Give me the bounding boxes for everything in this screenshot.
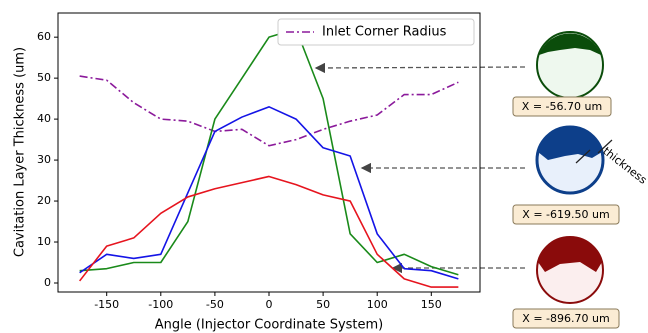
- x-tick-label: 100: [367, 298, 388, 311]
- position-label: X = -619.50 um: [522, 208, 609, 221]
- y-tick-label: 60: [37, 30, 51, 43]
- x-tick-label: -100: [148, 298, 173, 311]
- x-tick-label: 0: [266, 298, 273, 311]
- legend-label: Inlet Corner Radius: [322, 25, 447, 40]
- y-tick-label: 20: [37, 194, 51, 207]
- y-tick-label: 0: [44, 276, 51, 289]
- thickness-label: thickness: [600, 144, 648, 186]
- x-axis-label: Angle (Injector Coordinate System): [155, 318, 384, 333]
- legend: Inlet Corner Radius: [278, 19, 474, 45]
- y-tick-label: 30: [37, 153, 51, 166]
- y-tick-label: 10: [37, 235, 51, 248]
- series-line: [80, 29, 459, 275]
- y-tick-label: 40: [37, 112, 51, 125]
- x-tick-label: -150: [94, 298, 119, 311]
- y-tick-label: 50: [37, 71, 51, 84]
- x-tick-label: 50: [316, 298, 330, 311]
- position-label: X = -896.70 um: [522, 312, 609, 325]
- x-tick-label: 150: [421, 298, 442, 311]
- x-tick-label: -50: [206, 298, 224, 311]
- position-label: X = -56.70 um: [522, 100, 602, 113]
- figure: thickness X = -56.70 um X = -619.50 um X…: [0, 0, 648, 333]
- cross-section-images: thickness: [537, 32, 648, 303]
- y-axis-label: Cavitation Layer Thickness (um): [13, 47, 28, 257]
- arrow: [316, 67, 525, 68]
- series-line: [80, 76, 459, 146]
- series-line: [80, 176, 459, 287]
- series-line: [80, 107, 459, 279]
- pointer-arrows: [316, 67, 525, 268]
- section-cap: [538, 127, 602, 160]
- plot-frame: [58, 13, 480, 292]
